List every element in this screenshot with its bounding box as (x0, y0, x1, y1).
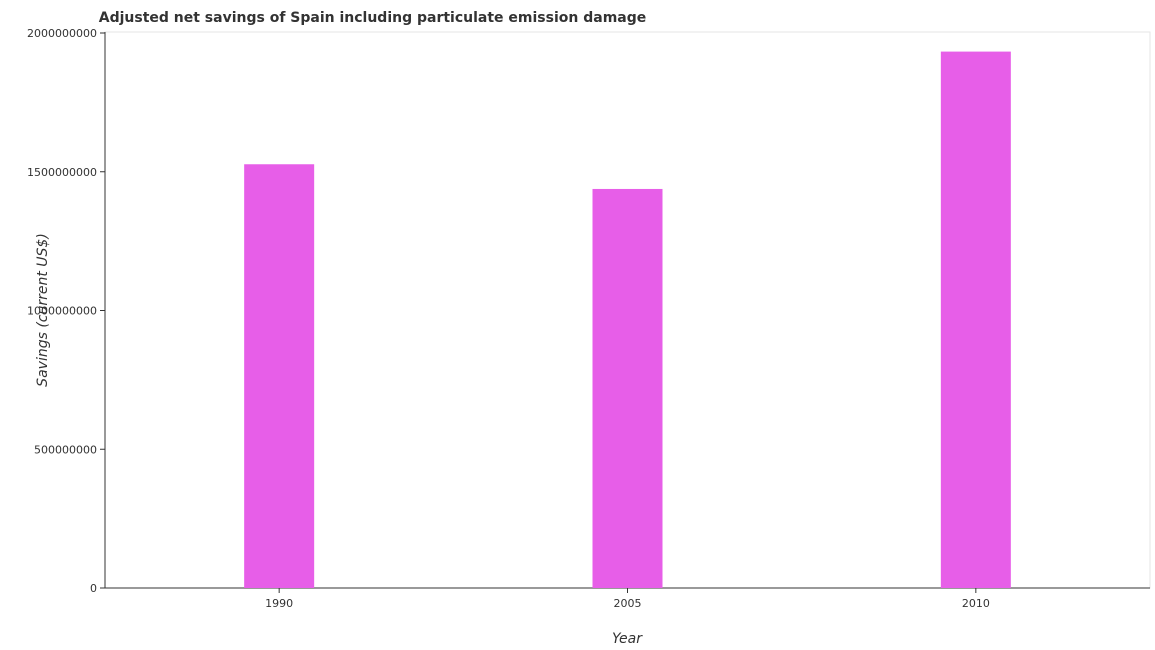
y-tick-label: 500000000 (34, 443, 97, 456)
y-axis-label: Savings (current US$) (35, 233, 51, 387)
chart-title: Adjusted net savings of Spain including … (98, 10, 647, 26)
y-tick-label: 2000000000 (27, 27, 97, 40)
x-axis-label: Year (612, 631, 643, 647)
bar-2010 (940, 51, 1011, 588)
y-ticks-group: 0 500000000 1000000000 1500000000 2000000000 (27, 27, 105, 595)
y-tick-label: 0 (90, 582, 97, 595)
bars-group (244, 51, 1011, 588)
bar-1990 (244, 164, 315, 588)
bar-2005 (592, 188, 663, 588)
x-ticks-group: 1990 2005 2010 (265, 588, 990, 610)
y-tick-label: 1000000000 (27, 305, 97, 318)
x-tick-label: 1990 (265, 597, 293, 610)
x-tick-label: 2010 (962, 597, 990, 610)
y-tick-label: 1500000000 (27, 166, 97, 179)
x-tick-label: 2005 (614, 597, 642, 610)
